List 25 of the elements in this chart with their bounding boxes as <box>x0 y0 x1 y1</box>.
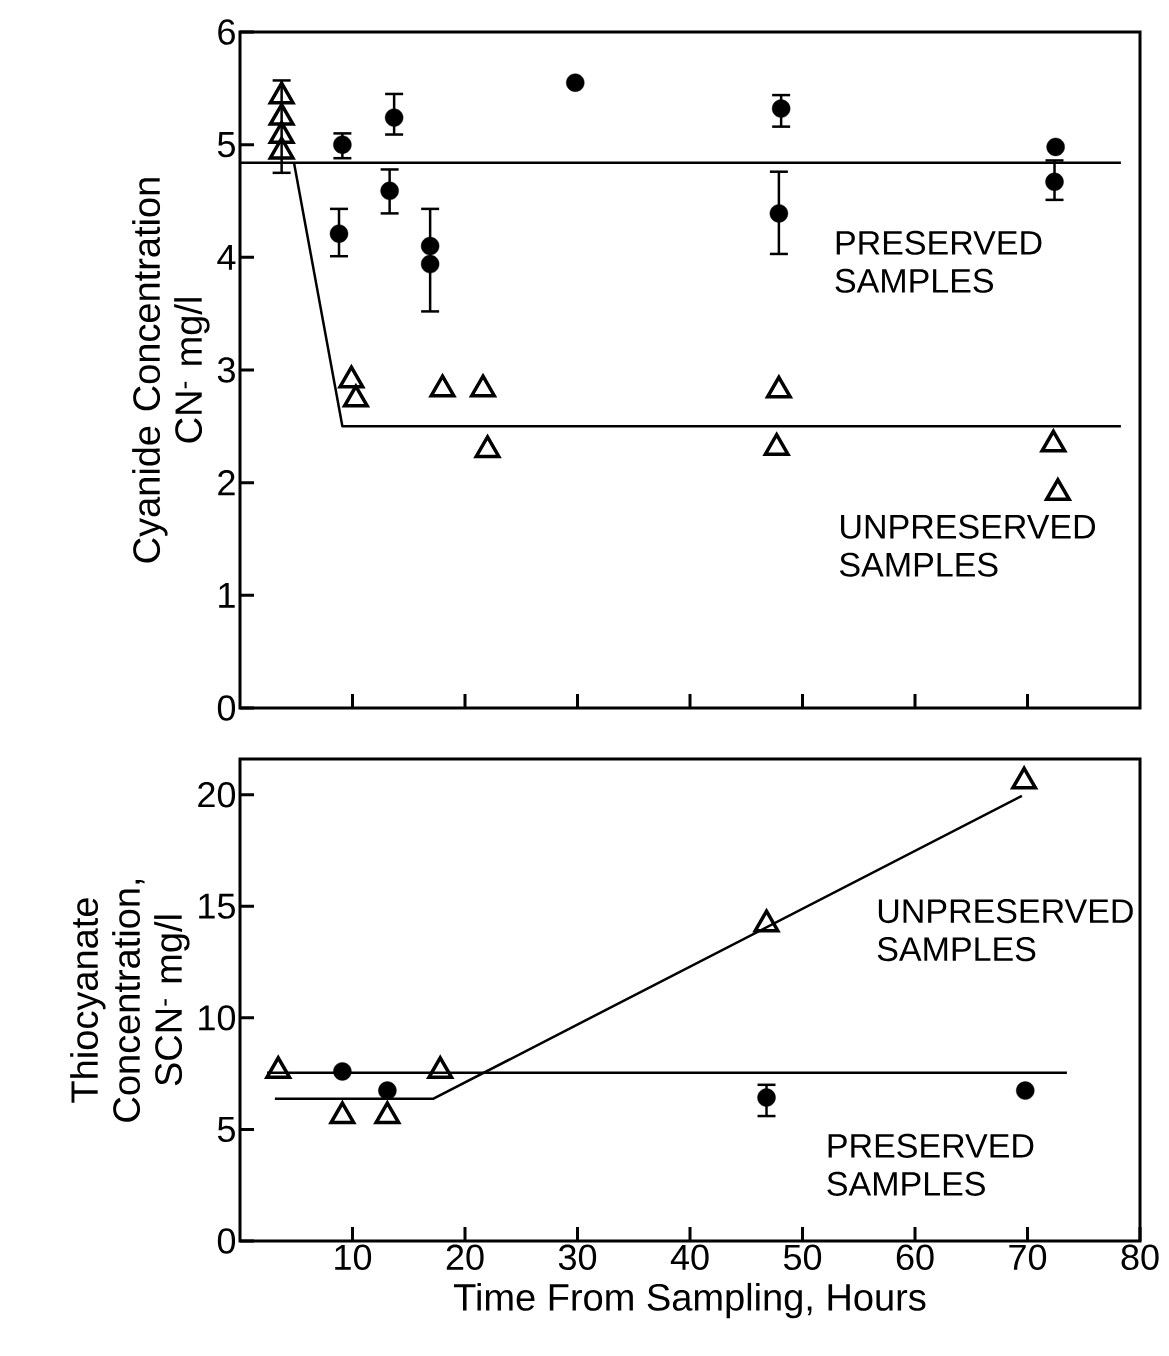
x-axis-title: Time From Sampling, Hours <box>454 1282 926 1319</box>
y-tick-label: 4 <box>217 244 236 270</box>
annotation: UNPRESERVED SAMPLES <box>839 514 1096 577</box>
x-tick-label: 20 <box>446 1244 484 1271</box>
y-tick-label: 3 <box>217 357 235 383</box>
y-tick-label: 0 <box>217 695 236 721</box>
x-tick-label: 30 <box>558 1244 597 1271</box>
y-tick-label: 1 <box>219 582 235 608</box>
y-tick-label: 10 <box>199 1005 236 1031</box>
x-tick-label: 70 <box>1009 1244 1047 1271</box>
x-tick-label: 80 <box>1121 1244 1159 1271</box>
x-tick-label: 50 <box>783 1244 822 1271</box>
annotation: PRESERVED SAMPLES <box>827 1133 1034 1196</box>
x-tick-label: 10 <box>335 1244 372 1271</box>
x-tick-label: 40 <box>670 1244 709 1271</box>
y-tick-label: 5 <box>217 132 235 158</box>
annotation: UNPRESERVED SAMPLES <box>877 899 1133 962</box>
y-tick-label: 2 <box>218 470 235 496</box>
x-tick-label: 60 <box>896 1244 934 1271</box>
y-tick-label: 5 <box>217 1116 235 1142</box>
y-tick-label: 20 <box>198 781 236 808</box>
annotation: PRESERVED SAMPLES <box>835 230 1042 293</box>
y-tick-label: 0 <box>217 1228 236 1254</box>
y-tick-label: 15 <box>199 893 235 919</box>
y-tick-label: 6 <box>218 19 235 45</box>
